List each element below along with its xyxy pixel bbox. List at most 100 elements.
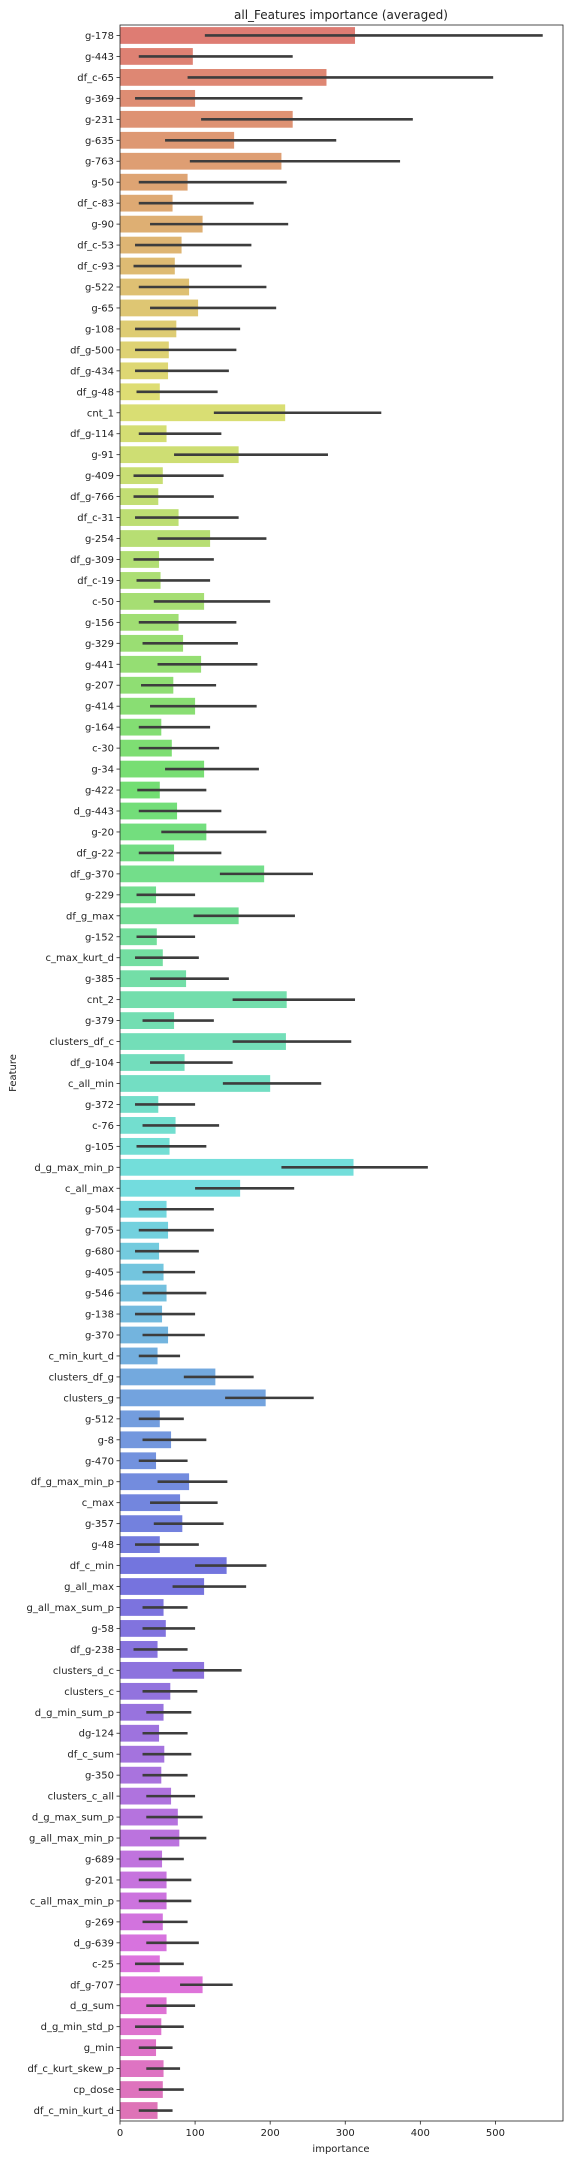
y-tick-label: g-138 bbox=[85, 1310, 114, 1321]
y-tick-label: df_c_min_kurt_d bbox=[34, 2106, 114, 2117]
y-tick-label: c_all_max_min_p bbox=[30, 1896, 114, 1907]
y-tick-label: df_c-53 bbox=[77, 241, 114, 252]
x-axis-label: importance bbox=[312, 2144, 369, 2155]
bar-d_g-639 bbox=[120, 1934, 167, 1952]
bar-g_all_max bbox=[120, 1578, 205, 1595]
bar-g_all_max_min_p bbox=[120, 1829, 180, 1847]
y-tick-label: dg-124 bbox=[79, 1729, 114, 1740]
y-tick-label: c_max_kurt_d bbox=[46, 953, 115, 964]
bar-g-470 bbox=[120, 1452, 157, 1470]
y-tick-label: g-441 bbox=[85, 660, 114, 671]
y-tick-label: g-105 bbox=[85, 1142, 114, 1153]
bar-clusters_c_all bbox=[120, 1787, 172, 1805]
y-tick-label: df_c-93 bbox=[77, 262, 114, 273]
y-tick-label: g-370 bbox=[85, 1331, 114, 1342]
y-tick-label: g-369 bbox=[85, 94, 114, 105]
y-tick-label: df_g-48 bbox=[76, 387, 114, 398]
y-tick-label: g-207 bbox=[85, 681, 114, 692]
y-tick-label: clusters_df_g bbox=[49, 1372, 114, 1383]
y-tick-label: c-76 bbox=[92, 1121, 114, 1132]
y-tick-label: g_all_max_sum_p bbox=[27, 1603, 114, 1614]
y-tick-label: df_g-114 bbox=[70, 429, 114, 440]
y-tick-label: g-178 bbox=[85, 31, 114, 42]
y-tick-label: df_g-766 bbox=[70, 492, 114, 503]
y-tick-label: df_c_kurt_skew_p bbox=[27, 2064, 114, 2075]
y-tick-label: g-48 bbox=[91, 1540, 114, 1551]
error-bars-layer bbox=[133, 34, 543, 2112]
bar-g_min bbox=[120, 2039, 157, 2057]
y-tick-label: g-164 bbox=[85, 723, 114, 734]
y-tick-label: g-522 bbox=[85, 283, 114, 294]
y-tick-label: df_c-19 bbox=[77, 576, 114, 587]
y-tick-label: df_g-707 bbox=[70, 1980, 114, 1991]
y-tick-label: c-50 bbox=[92, 597, 114, 608]
y-tick-label: d_g_min_std_p bbox=[41, 2022, 114, 2033]
y-tick-label: df_g-309 bbox=[70, 555, 114, 566]
y-tick-label: g-379 bbox=[85, 1016, 114, 1027]
y-tick-label: g-350 bbox=[85, 1771, 114, 1782]
y-tick-label: d_g_max_min_p bbox=[34, 1163, 114, 1174]
y-tick-label: g_all_max bbox=[64, 1582, 114, 1593]
bar-df_c_min bbox=[120, 1557, 227, 1574]
y-tick-label: c_min_kurt_d bbox=[48, 1351, 114, 1362]
plot-frame bbox=[119, 24, 564, 2122]
y-tick-label: cp_dose bbox=[73, 2085, 114, 2096]
y-tick-label: g-152 bbox=[85, 932, 114, 943]
y-tick-label: df_c-65 bbox=[77, 73, 114, 84]
y-tick-label: clusters_g bbox=[63, 1393, 114, 1404]
bar-g-34 bbox=[120, 760, 205, 778]
y-tick-label: df_g_max_min_p bbox=[31, 1477, 114, 1488]
y-tick-label: g-8 bbox=[98, 1435, 114, 1446]
bar-cnt_2 bbox=[120, 991, 287, 1009]
x-tick-label: 100 bbox=[186, 2128, 205, 2139]
y-tick-labels: g-178 g-443 df_c-65 g-369 g-231 g-635 g-763 g-5… bbox=[27, 31, 120, 2117]
y-tick-label: g-58 bbox=[91, 1624, 114, 1635]
y-tick-label: g-20 bbox=[91, 827, 114, 838]
y-axis-label: Feature bbox=[8, 1054, 19, 1092]
y-tick-label: df_c_min bbox=[70, 1561, 114, 1572]
y-tick-label: cnt_2 bbox=[87, 995, 114, 1006]
y-tick-label: g-405 bbox=[85, 1268, 114, 1279]
chart-title: all_Features importance (averaged) bbox=[234, 8, 448, 22]
bar-df_c_kurt_skew_p bbox=[120, 2060, 164, 2077]
y-tick-label: c_max bbox=[82, 1498, 114, 1509]
bar-g-269 bbox=[120, 1913, 163, 1931]
bar-df_g_max_min_p bbox=[120, 1473, 190, 1491]
bar-df_g-707 bbox=[120, 1976, 203, 1994]
y-tick-label: g-231 bbox=[85, 115, 114, 126]
bar-clusters_df_c bbox=[120, 1033, 286, 1050]
y-tick-label: g-546 bbox=[85, 1289, 114, 1300]
y-tick-label: d_g_min_sum_p bbox=[35, 1708, 114, 1719]
y-tick-label: g-422 bbox=[85, 786, 114, 797]
y-tick-label: g-269 bbox=[85, 1917, 114, 1928]
y-tick-label: g-705 bbox=[85, 1226, 114, 1237]
bar-g-357 bbox=[120, 1515, 183, 1533]
x-ticks: 0 100 200 300 400 500 bbox=[117, 2121, 505, 2139]
y-tick-label: g-156 bbox=[85, 618, 114, 629]
y-tick-label: g-90 bbox=[91, 220, 114, 231]
y-tick-label: g-357 bbox=[85, 1519, 114, 1530]
y-tick-label: g-689 bbox=[85, 1855, 114, 1866]
y-tick-label: df_g-238 bbox=[70, 1645, 114, 1656]
y-tick-label: d_g_sum bbox=[70, 2001, 114, 2012]
y-tick-label: g-414 bbox=[85, 702, 114, 713]
bar-g_all_max_sum_p bbox=[120, 1599, 164, 1616]
y-tick-label: g-229 bbox=[85, 890, 114, 901]
y-tick-label: c_all_min bbox=[68, 1079, 114, 1090]
y-tick-label: c-25 bbox=[92, 1959, 114, 1970]
y-tick-label: df_g-500 bbox=[70, 345, 114, 356]
y-tick-label: g-385 bbox=[85, 974, 114, 985]
y-tick-label: g-108 bbox=[85, 324, 114, 335]
y-tick-label: clusters_df_c bbox=[49, 1037, 114, 1048]
y-tick-label: d_g_max_sum_p bbox=[32, 1813, 114, 1824]
y-tick-label: df_c_sum bbox=[67, 1750, 114, 1761]
bar-c_all_min bbox=[120, 1075, 271, 1092]
bar-df_g-370 bbox=[120, 865, 265, 883]
y-tick-label: c-30 bbox=[92, 744, 114, 755]
bar-clusters_d_c bbox=[120, 1661, 205, 1679]
y-tick-label: df_g-370 bbox=[70, 869, 114, 880]
bar-c_all_max bbox=[120, 1179, 241, 1197]
y-tick-label: df_g-104 bbox=[70, 1058, 114, 1069]
